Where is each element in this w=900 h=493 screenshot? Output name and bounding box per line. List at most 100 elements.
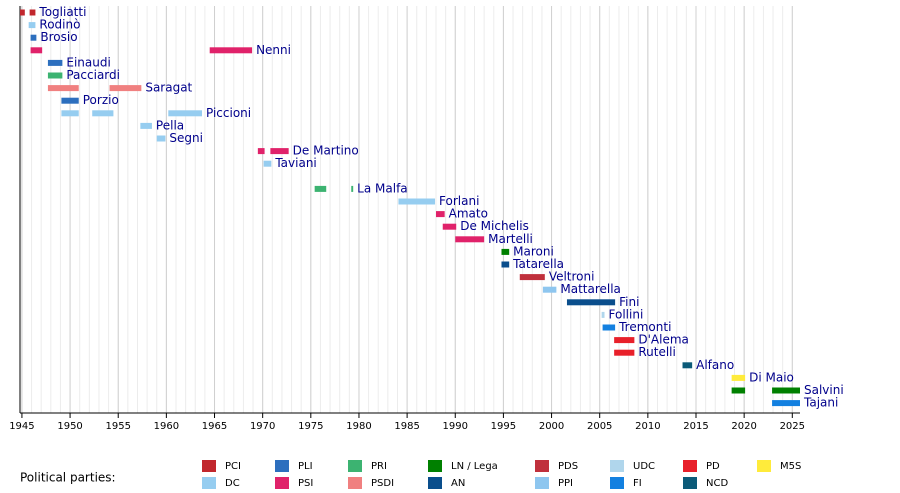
row-label: Pacciardi	[66, 68, 120, 82]
row-label: Brosio	[40, 30, 77, 44]
row-label: Segni	[169, 131, 203, 145]
term-bar	[257, 148, 265, 155]
term-bar	[29, 9, 36, 16]
row-label: Porzio	[83, 93, 119, 107]
term-bar	[772, 387, 800, 394]
term-bar	[109, 85, 142, 92]
term-bar	[30, 34, 37, 41]
legend-swatch	[348, 460, 362, 472]
legend-label: PPI	[558, 478, 573, 489]
legend-label: AN	[451, 478, 465, 489]
term-bar	[263, 160, 272, 167]
legend-label: PLI	[298, 461, 313, 472]
x-tick-label: 1985	[394, 421, 419, 432]
term-bar	[682, 362, 693, 369]
row-label: D'Alema	[638, 333, 689, 347]
term-bar	[614, 349, 635, 356]
legend-label: M5S	[780, 461, 801, 472]
row-label: Martelli	[488, 232, 533, 246]
row-label: Tajani	[803, 396, 838, 410]
row-label: Piccioni	[206, 106, 251, 120]
term-bar	[92, 110, 114, 117]
row-label: Maroni	[513, 244, 554, 258]
term-bar	[602, 324, 616, 331]
row-label: Fini	[619, 295, 639, 309]
x-tick-label: 1965	[202, 421, 227, 432]
legend-swatch	[275, 477, 289, 489]
x-tick-label: 2010	[635, 421, 660, 432]
row-label: Saragat	[145, 81, 192, 95]
legend-swatch	[610, 477, 624, 489]
row-label: De Martino	[293, 144, 359, 158]
term-bar	[566, 299, 616, 306]
term-bar	[30, 47, 43, 54]
term-bar	[270, 148, 289, 155]
term-bar	[601, 311, 605, 318]
term-bar	[168, 110, 202, 117]
term-bar	[398, 198, 436, 205]
term-bar	[436, 211, 445, 218]
legend-label: PSDI	[371, 478, 394, 489]
row-label: Alfano	[696, 358, 734, 372]
legend-label: NCD	[706, 478, 728, 489]
term-bar	[61, 110, 79, 117]
term-bar	[28, 22, 36, 29]
x-tick-label: 2005	[587, 421, 612, 432]
term-bar	[47, 72, 63, 79]
row-label: Amato	[449, 207, 488, 221]
row-label: Togliatti	[38, 5, 86, 19]
x-tick-label: 1960	[154, 421, 179, 432]
legend-swatch	[275, 460, 289, 472]
row-label: De Michelis	[460, 219, 529, 233]
legend-label: LN / Lega	[451, 461, 498, 472]
row-label: Veltroni	[549, 270, 595, 284]
legend-swatch	[202, 477, 216, 489]
row-label: Follini	[609, 307, 644, 321]
row-label: Di Maio	[749, 370, 794, 384]
legend-label: PCI	[225, 461, 241, 472]
legend-label: UDC	[633, 461, 655, 472]
x-tick-label: 1970	[250, 421, 275, 432]
row-label: Forlani	[439, 194, 479, 208]
row-label: Rodinò	[39, 18, 80, 32]
x-tick-label: 1975	[298, 421, 323, 432]
x-tick-label: 1990	[443, 421, 468, 432]
term-bar	[140, 122, 152, 129]
row-label: Salvini	[804, 383, 844, 397]
legend-swatch	[683, 460, 697, 472]
legend-swatch	[348, 477, 362, 489]
row-label: Einaudi	[66, 55, 110, 69]
x-tick-label: 2015	[683, 421, 708, 432]
term-bar	[501, 261, 510, 268]
legend-swatch	[428, 477, 442, 489]
legend-swatch	[202, 460, 216, 472]
legend-swatch	[535, 460, 549, 472]
term-bar	[61, 97, 79, 104]
term-bar	[542, 286, 557, 293]
term-bar	[455, 236, 485, 243]
x-tick-label: 1995	[491, 421, 516, 432]
term-bar	[501, 248, 510, 255]
term-bar	[731, 374, 746, 381]
term-bar	[731, 387, 746, 394]
x-tick-label: 1980	[346, 421, 371, 432]
term-bar	[47, 59, 63, 66]
row-label: Pella	[156, 118, 184, 132]
term-bar	[442, 223, 457, 230]
term-bar	[209, 47, 253, 54]
x-tick-label: 1955	[105, 421, 130, 432]
term-bar	[314, 185, 327, 192]
x-tick-label: 1945	[9, 421, 34, 432]
term-bar	[20, 9, 25, 16]
row-label: Taviani	[274, 156, 316, 170]
legend-title: Political parties:	[20, 471, 116, 485]
term-bar	[614, 337, 635, 344]
term-bar	[156, 135, 166, 142]
legend-swatch	[610, 460, 624, 472]
legend-swatch	[683, 477, 697, 489]
x-tick-label: 1950	[57, 421, 82, 432]
legend-swatch	[428, 460, 442, 472]
term-bar	[519, 274, 545, 281]
legend-label: PDS	[558, 461, 578, 472]
